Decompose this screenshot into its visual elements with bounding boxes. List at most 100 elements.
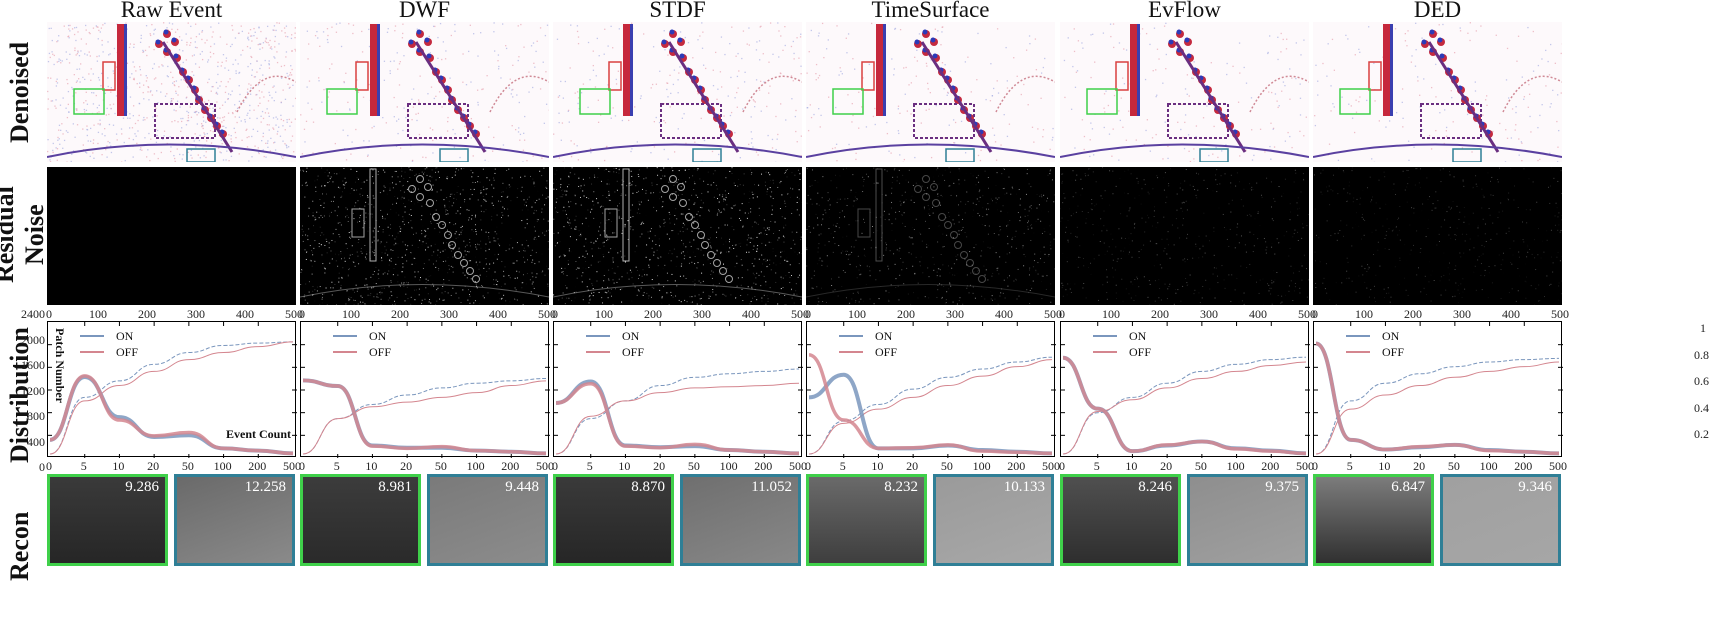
left-ytick: 800 (27, 409, 45, 423)
distribution-xtick: 200 (248, 459, 267, 473)
residual-xtick: 200 (897, 307, 915, 321)
legend-label-off: OFF (1382, 344, 1405, 359)
legend-swatch-on (1346, 335, 1370, 337)
recon-patch-raw-event-green: 9.286 (47, 474, 168, 566)
legend-label-off: OFF (1129, 344, 1152, 359)
residual-xtick: 200 (391, 307, 409, 321)
legend-swatch-on (586, 335, 610, 337)
residual-xtick: 0 (805, 307, 811, 321)
chart-legend: ON OFF (586, 328, 644, 360)
denoised-image-dwf (300, 22, 549, 162)
column-title-stdf: STDF (649, 0, 706, 22)
legend-label-on: ON (369, 328, 387, 343)
residual-noise-image-timesurface (806, 167, 1055, 305)
distribution-xtick: 10 (365, 459, 378, 473)
distribution-xtick: 5 (333, 459, 340, 473)
distribution-xtick: 100 (213, 459, 232, 473)
recon-score: 8.232 (884, 479, 918, 495)
residual-xtick: 400 (995, 307, 1013, 321)
distribution-xtick: 0 (552, 459, 558, 473)
residual-xtick: 200 (138, 307, 156, 321)
residual-xtick: 400 (742, 307, 760, 321)
residual-xtick: 400 (236, 307, 254, 321)
distribution-xtick: 50 (1447, 459, 1460, 473)
distribution-xtick: 0 (805, 459, 811, 473)
recon-score: 9.448 (505, 479, 539, 495)
distribution-xtick: 5 (80, 459, 87, 473)
left-ytick: 2400 (21, 307, 45, 321)
residual-xtick: 300 (1200, 307, 1218, 321)
recon-score: 12.258 (244, 479, 286, 495)
right-ytick: 0.6 (1694, 374, 1709, 388)
legend-label-off: OFF (369, 344, 392, 359)
distribution-xtick: 500 (283, 459, 301, 473)
legend-label-off: OFF (875, 344, 898, 359)
legend-label-on: ON (116, 328, 134, 343)
legend-swatch-off (80, 351, 104, 353)
distribution-xtick: 500 (1549, 459, 1567, 473)
left-ytick: 400 (27, 434, 45, 449)
residual-xtick: 100 (89, 307, 107, 321)
residual-xtick: 100 (342, 307, 360, 321)
chart-legend: ON OFF (80, 328, 138, 360)
legend-swatch-on (839, 335, 863, 337)
recon-patch-stdf-blue: 11.052 (680, 474, 801, 566)
distribution-xtick: 50 (687, 459, 700, 473)
x-axis-label: Event Count (225, 427, 291, 441)
legend-swatch-off (1346, 351, 1370, 353)
residual-xtick: 500 (1298, 307, 1316, 321)
row-label-recon: Recon (5, 511, 34, 581)
distribution-xtick: 0 (1312, 459, 1318, 473)
distribution-xtick: 50 (940, 459, 953, 473)
row-label-residual-noise: Residual Noise (0, 186, 49, 284)
residual-xtick: 200 (1151, 307, 1169, 321)
legend-item-off: OFF (80, 344, 138, 360)
distribution-xtick: 500 (1042, 459, 1060, 473)
legend-label-off: OFF (116, 344, 139, 359)
distribution-xtick: 0 (1059, 459, 1065, 473)
distribution-xtick: 100 (719, 459, 738, 473)
residual-xtick: 300 (693, 307, 711, 321)
recon-score: 9.286 (125, 479, 159, 495)
distribution-xtick: 50 (181, 459, 194, 473)
distribution-xtick: 200 (1261, 459, 1280, 473)
residual-noise-image-stdf (553, 167, 802, 305)
distribution-xtick: 200 (501, 459, 520, 473)
recon-score: 8.981 (378, 479, 412, 495)
residual-xtick: 0 (46, 307, 52, 321)
distribution-xtick: 200 (1007, 459, 1026, 473)
distribution-xtick: 5 (1346, 459, 1353, 473)
column-title-dwf: DWF (398, 0, 451, 22)
chart-legend: ON OFF (1093, 328, 1151, 360)
chart-legend: ON OFF (839, 328, 897, 360)
residual-xtick: 0 (1312, 307, 1318, 321)
legend-swatch-off (586, 351, 610, 353)
legend-item-off: OFF (839, 344, 897, 360)
legend-swatch-off (839, 351, 863, 353)
recon-patch-stdf-green: 8.870 (553, 474, 674, 566)
legend-swatch-off (1093, 351, 1117, 353)
distribution-xtick: 500 (1296, 459, 1314, 473)
right-ytick: 0.4 (1694, 400, 1709, 415)
distribution-chart-evflow: ON OFF (1060, 321, 1310, 458)
legend-item-off: OFF (1346, 344, 1404, 360)
recon-patch-dwf-blue: 9.448 (427, 474, 548, 566)
distribution-xtick: 0 (46, 459, 52, 473)
legend-item-off: OFF (333, 344, 391, 360)
legend-item-on: ON (1346, 328, 1404, 344)
residual-xtick: 100 (848, 307, 866, 321)
legend-label-off: OFF (622, 344, 645, 359)
distribution-xtick: 50 (1194, 459, 1207, 473)
legend-item-on: ON (1093, 328, 1151, 344)
residual-noise-image-ded (1313, 167, 1562, 305)
denoised-image-evflow (1060, 22, 1309, 162)
distribution-xtick: 20 (906, 459, 919, 473)
legend-item-off: OFF (586, 344, 644, 360)
legend-label-on: ON (875, 328, 893, 343)
recon-patch-timesurface-blue: 10.133 (933, 474, 1054, 566)
denoised-image-ded (1313, 22, 1562, 162)
residual-xtick: 500 (538, 307, 556, 321)
recon-score: 11.052 (751, 479, 792, 495)
denoised-image-raw-event (47, 22, 296, 162)
right-ytick: 1 (1700, 321, 1706, 335)
